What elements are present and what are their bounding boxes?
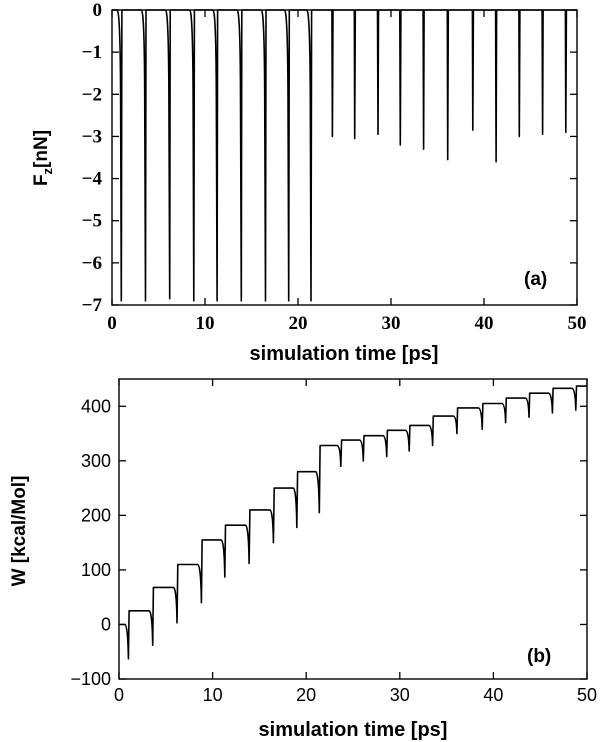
- panel-b-y-ticks: −100 0 100 200 300 400: [70, 396, 587, 689]
- panel-a-y-tick-label: −5: [82, 211, 102, 232]
- panel-b-y-tick-label: −100: [70, 669, 111, 689]
- panel-a-x-tick-label: 0: [107, 313, 117, 334]
- panel-a-force-series-line: [112, 9, 577, 302]
- panel-a-y-tick-label: −6: [82, 253, 102, 274]
- panel-b-label: (b): [527, 646, 551, 667]
- panel-b-work-series-line: [119, 385, 587, 660]
- panel-a-y-axis-label: Fz[nN]: [31, 130, 55, 186]
- panel-b-x-tick-label: 0: [114, 685, 124, 705]
- panel-a-y-tick-label: 0: [93, 0, 103, 21]
- panel-b-y-axis-label: W [kcal/Mol]: [9, 476, 30, 587]
- panel-a-y-label-subscript: z: [40, 167, 55, 174]
- panel-b-x-tick-label: 50: [577, 685, 597, 705]
- panel-b-y-tick-label: 200: [81, 505, 111, 525]
- panel-b-x-axis-label: simulation time [ps]: [259, 719, 448, 741]
- panel-a-y-tick-label: −1: [82, 42, 102, 63]
- panel-b-y-tick-label: 400: [81, 396, 111, 416]
- panel-b-y-tick-label: 100: [81, 560, 111, 580]
- panel-a-y-label-unit: [nN]: [31, 130, 52, 168]
- panel-a-x-ticks: 0 10 20 30 40 50: [107, 10, 587, 334]
- panel-a-plot-frame: [111, 9, 578, 306]
- panel-a-x-tick-label: 50: [568, 313, 587, 334]
- panel-a-y-tick-label: −3: [82, 126, 102, 147]
- panel-b-x-tick-label: 40: [483, 685, 503, 705]
- panel-a-y-tick-label: −2: [82, 84, 102, 105]
- panel-a-y-tick-label: −4: [82, 169, 103, 190]
- panel-a-x-tick-label: 20: [289, 313, 308, 334]
- panel-a-label: (a): [524, 269, 547, 290]
- panel-a-x-tick-label: 40: [475, 313, 494, 334]
- panel-a-y-label-symbol: F: [31, 174, 52, 186]
- panel-a-x-tick-label: 30: [382, 313, 401, 334]
- panel-b-y-tick-label: 300: [81, 451, 111, 471]
- panel-a-y-tick-label: −7: [82, 295, 103, 316]
- panel-a-y-ticks: 0 −1 −2 −3 −4 −5 −6 −7: [82, 0, 577, 316]
- panel-b-plot-frame: [118, 378, 588, 680]
- panel-b-x-tick-label: 20: [296, 685, 316, 705]
- panel-b-y-tick-label: 0: [101, 614, 111, 634]
- panel-a-force-chart: 0 10 20 30 40 50 0 −1 −2 −3 −4 −5 −6 −7 (a) simulati…: [31, 0, 587, 365]
- panel-a-x-axis-label: simulation time [ps]: [250, 343, 439, 365]
- panel-b-x-tick-label: 30: [390, 685, 410, 705]
- panel-a-x-tick-label: 10: [196, 313, 215, 334]
- panel-b-x-tick-label: 10: [203, 685, 223, 705]
- panel-b-x-ticks: 0 10 20 30 40 50: [114, 379, 597, 705]
